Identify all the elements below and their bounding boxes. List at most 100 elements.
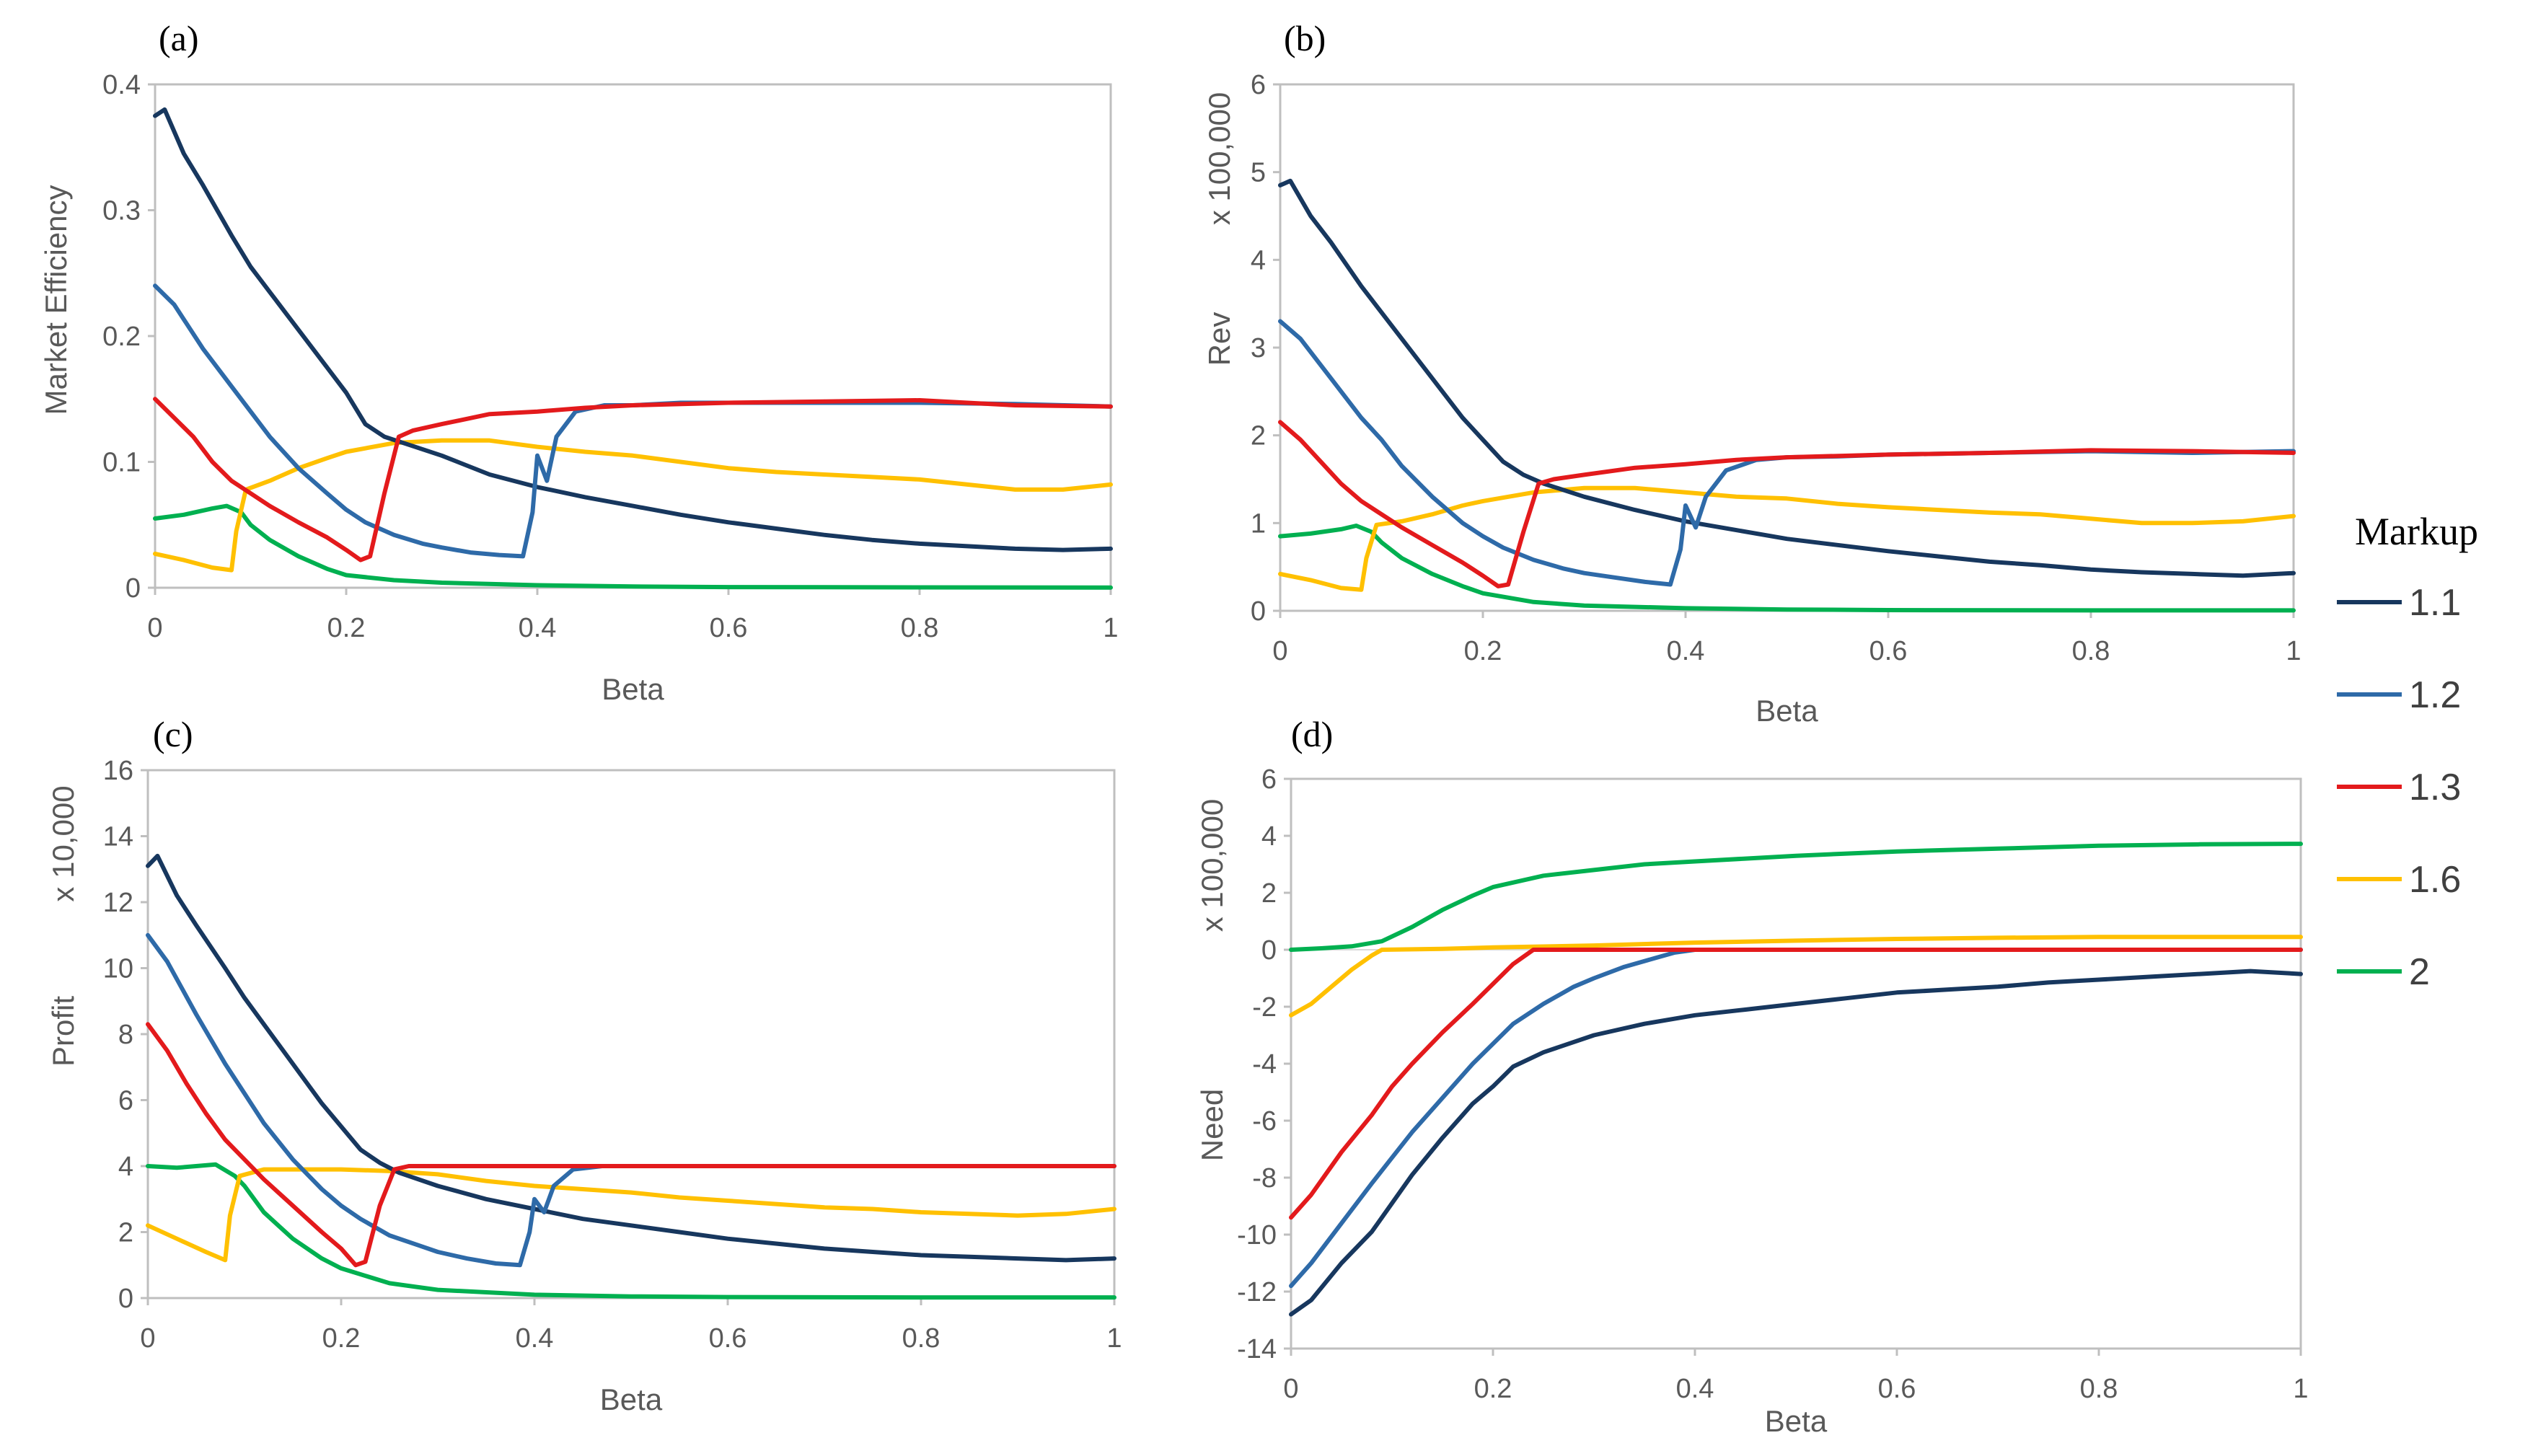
panel-label: (a) <box>159 18 199 58</box>
chart-panel-4: -14 -12 -10 -8 -6 -4 -2 0 2 4 6 0 0.2 0.4 0.6 0.8 1 Beta x… <box>1195 714 2309 1438</box>
y-axis-title: Need <box>1195 1089 1229 1161</box>
y-tick-label: -14 <box>1237 1334 1277 1364</box>
series-line-1-3 <box>153 397 1113 562</box>
chart-panel-3: 0 2 4 6 8 10 12 14 16 0 0.2 0.4 0.6 0.8 1 Beta x 10,000 P… <box>46 714 1122 1416</box>
series-line-1-1 <box>146 853 1116 1263</box>
legend-label: 2 <box>2409 951 2430 993</box>
x-axis-title: Beta <box>1765 1404 1828 1438</box>
y-tick-label: -10 <box>1237 1220 1277 1250</box>
x-tick-label: 0.6 <box>1869 636 1908 666</box>
y-tick-label: 3 <box>1251 333 1266 363</box>
x-tick-label: 1 <box>1106 1323 1122 1354</box>
chart-panel-2: 0 1 2 3 4 5 6 0 0.2 0.4 0.6 0.8 1 Beta x 100,000 Rev (b) <box>1202 18 2301 728</box>
series-line-1-6 <box>1278 485 2296 592</box>
y-tick-label: 4 <box>1251 245 1266 275</box>
y-tick-label: 4 <box>118 1152 133 1182</box>
x-tick-label: 0.8 <box>2072 636 2110 666</box>
y-tick-label: 4 <box>1261 821 1277 852</box>
x-tick-label: 0 <box>1272 636 1287 666</box>
legend-label: 1.6 <box>2409 859 2461 901</box>
panel-label: (c) <box>153 714 193 754</box>
y-axis-unit-label: x 100,000 <box>1195 799 1229 932</box>
y-tick-label: -4 <box>1252 1049 1277 1080</box>
y-tick-label: 2 <box>1261 878 1277 909</box>
y-tick-label: 14 <box>103 822 133 852</box>
x-tick-label: 0 <box>147 613 162 643</box>
x-tick-label: 0 <box>1283 1374 1298 1404</box>
y-tick-label: 0 <box>125 573 141 604</box>
legend-label: 1.3 <box>2409 767 2461 808</box>
y-tick-label: 0.3 <box>102 196 141 226</box>
series-line-2 <box>1278 524 2296 613</box>
y-tick-label: 16 <box>103 756 133 786</box>
y-tick-label: 0.2 <box>102 322 141 352</box>
y-tick-label: 1 <box>1251 508 1266 539</box>
x-tick-label: 0.8 <box>2080 1374 2118 1404</box>
y-axis-title: Market Efficiency <box>39 185 73 415</box>
series-line-1-6 <box>146 1167 1116 1263</box>
x-axis-title: Beta <box>1756 694 1818 728</box>
y-tick-label: 0 <box>1261 935 1277 966</box>
series-line-2 <box>153 503 1113 590</box>
plot-area-frame <box>1290 777 2302 1350</box>
series-line-1-6 <box>1289 935 2303 1018</box>
series-line-1-6 <box>153 438 1113 573</box>
y-tick-label: -8 <box>1252 1163 1277 1194</box>
legend-label: 1.1 <box>2409 582 2461 624</box>
y-tick-label: 10 <box>103 954 133 984</box>
y-tick-label: 2 <box>1251 421 1266 451</box>
y-tick-label: 6 <box>1251 70 1266 100</box>
x-tick-label: 0.6 <box>709 1323 747 1354</box>
y-tick-label: 2 <box>118 1218 133 1248</box>
x-tick-label: 0.6 <box>710 613 748 643</box>
y-tick-label: 0 <box>118 1284 133 1314</box>
series-line-1-3 <box>1278 420 2296 588</box>
x-tick-label: 0 <box>140 1323 155 1354</box>
y-tick-label: 5 <box>1251 158 1266 188</box>
chart-panel-1: 0 0.1 0.2 0.3 0.4 0 0.2 0.4 0.6 0.8 1 Beta Market Ef… <box>39 18 1119 706</box>
x-tick-label: 0.4 <box>1676 1374 1714 1404</box>
x-tick-label: 0.8 <box>901 613 939 643</box>
series-line-2 <box>146 1162 1116 1300</box>
y-tick-label: 0 <box>1251 596 1266 627</box>
legend-title: Markup <box>2355 510 2478 553</box>
y-tick-label: -6 <box>1252 1106 1277 1137</box>
x-tick-label: 0.2 <box>322 1323 361 1354</box>
y-tick-label: 8 <box>118 1020 133 1050</box>
y-tick-label: 0.1 <box>102 448 141 478</box>
plot-area-frame <box>146 769 1116 1300</box>
panel-label: (d) <box>1291 714 1333 754</box>
series-line-1-1 <box>1278 178 2296 578</box>
x-tick-label: 0.8 <box>902 1323 941 1354</box>
series-line-1-1 <box>1289 969 2303 1317</box>
y-tick-label: -2 <box>1252 992 1277 1023</box>
x-tick-label: 0.4 <box>519 613 557 643</box>
series-line-1-3 <box>1289 948 2303 1220</box>
plot-area-frame <box>154 83 1112 589</box>
x-tick-label: 0.6 <box>1878 1374 1916 1404</box>
y-tick-label: 0.4 <box>102 70 141 100</box>
y-tick-label: -12 <box>1237 1277 1277 1307</box>
panel-label: (b) <box>1284 18 1326 58</box>
legend: Markup 1.1 1.2 1.3 1.6 2 <box>2337 510 2478 993</box>
y-axis-title: Profit <box>46 996 80 1067</box>
x-tick-label: 0.2 <box>1474 1374 1512 1404</box>
series-line-1-1 <box>153 107 1113 552</box>
y-tick-label: 6 <box>118 1086 133 1116</box>
series-line-2 <box>1289 842 2303 952</box>
x-tick-label: 1 <box>1103 613 1118 643</box>
x-tick-label: 0.4 <box>516 1323 554 1354</box>
x-axis-title: Beta <box>602 672 664 706</box>
x-tick-label: 0.4 <box>1667 636 1705 666</box>
y-tick-label: 12 <box>103 888 133 918</box>
y-axis-unit-label: x 10,000 <box>46 785 80 901</box>
legend-label: 1.2 <box>2409 674 2461 716</box>
series-line-1-3 <box>146 1022 1116 1268</box>
x-tick-label: 1 <box>2286 636 2301 666</box>
x-tick-label: 1 <box>2293 1374 2308 1404</box>
x-tick-label: 0.2 <box>1464 636 1502 666</box>
x-tick-label: 0.2 <box>327 613 366 643</box>
x-axis-title: Beta <box>600 1382 663 1416</box>
y-axis-unit-label: x 100,000 <box>1202 92 1236 226</box>
